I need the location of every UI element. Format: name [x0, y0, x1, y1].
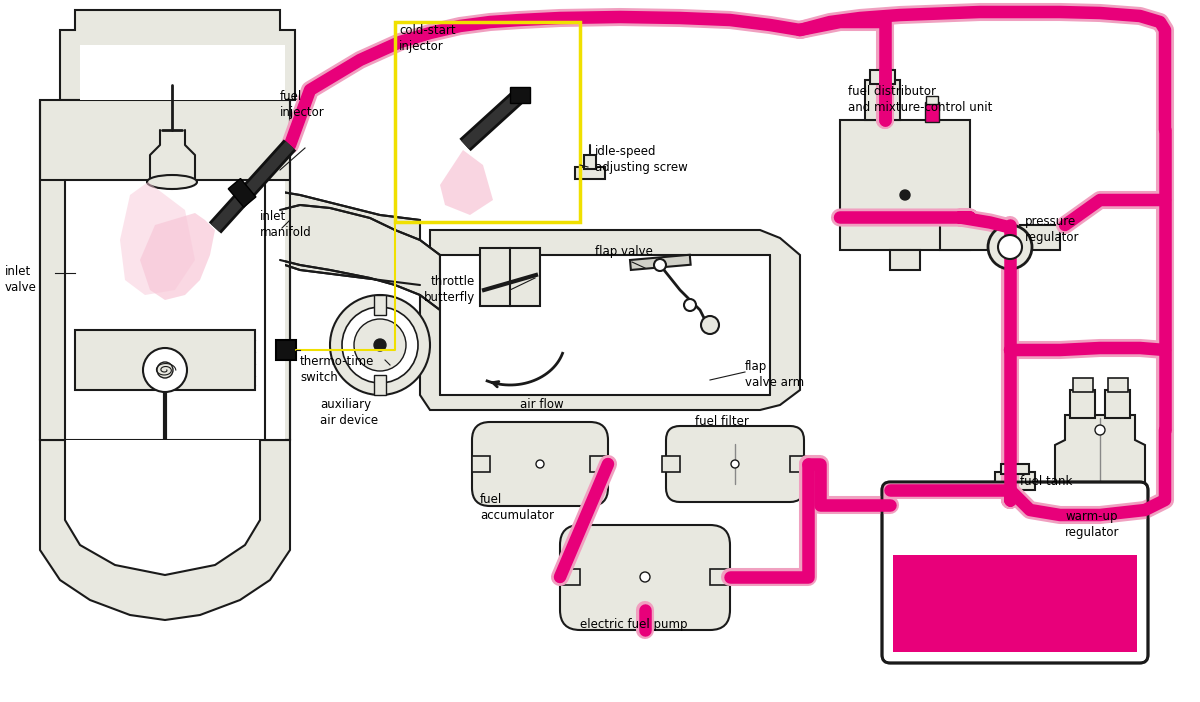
- Text: flap valve: flap valve: [595, 245, 653, 258]
- Bar: [560, 569, 580, 585]
- Polygon shape: [80, 45, 286, 100]
- Circle shape: [684, 299, 696, 311]
- Text: cold-start
injector: cold-start injector: [398, 24, 456, 53]
- Text: fuel
injector: fuel injector: [280, 90, 325, 119]
- Text: inlet
manifold: inlet manifold: [260, 210, 312, 239]
- Polygon shape: [65, 180, 286, 440]
- Text: idle-speed
adjusting screw: idle-speed adjusting screw: [595, 145, 688, 174]
- Bar: [995, 472, 1034, 490]
- Text: fuel distributor
and mixture-control unit: fuel distributor and mixture-control uni…: [848, 85, 992, 114]
- Polygon shape: [40, 100, 290, 440]
- Bar: [374, 295, 386, 315]
- Bar: [865, 80, 900, 120]
- Bar: [276, 340, 296, 360]
- Bar: [926, 96, 938, 104]
- Circle shape: [374, 339, 386, 351]
- Bar: [1105, 390, 1130, 418]
- Polygon shape: [65, 440, 260, 575]
- FancyBboxPatch shape: [472, 422, 608, 506]
- Text: fuel tank: fuel tank: [1020, 475, 1073, 488]
- Polygon shape: [40, 180, 65, 440]
- Bar: [940, 225, 1060, 250]
- Bar: [395, 22, 580, 222]
- Text: electric fuel pump: electric fuel pump: [580, 618, 688, 631]
- Polygon shape: [74, 330, 256, 390]
- Circle shape: [701, 316, 719, 334]
- Polygon shape: [840, 120, 970, 250]
- Text: warm-up
regulator: warm-up regulator: [1066, 510, 1120, 539]
- Polygon shape: [60, 10, 295, 100]
- Polygon shape: [140, 213, 215, 300]
- Text: fuel filter: fuel filter: [695, 415, 749, 428]
- Text: throttle
butterfly: throttle butterfly: [424, 275, 475, 304]
- Bar: [790, 456, 808, 472]
- Circle shape: [731, 460, 739, 468]
- Bar: [510, 87, 530, 103]
- Bar: [1073, 378, 1093, 392]
- Circle shape: [640, 572, 650, 582]
- Bar: [630, 255, 691, 270]
- Ellipse shape: [148, 175, 197, 189]
- Polygon shape: [120, 182, 194, 295]
- Text: air flow: air flow: [520, 398, 564, 411]
- Circle shape: [354, 319, 406, 371]
- Circle shape: [342, 307, 418, 383]
- Polygon shape: [1055, 415, 1145, 500]
- Text: fuel
accumulator: fuel accumulator: [480, 493, 554, 522]
- Bar: [480, 248, 540, 306]
- Circle shape: [654, 259, 666, 271]
- FancyBboxPatch shape: [560, 525, 730, 630]
- Bar: [590, 456, 608, 472]
- Text: auxiliary
air device: auxiliary air device: [320, 398, 378, 427]
- Circle shape: [988, 225, 1032, 269]
- Bar: [710, 569, 730, 585]
- Bar: [662, 456, 680, 472]
- Circle shape: [998, 235, 1022, 259]
- Polygon shape: [420, 230, 800, 410]
- Circle shape: [330, 295, 430, 395]
- FancyBboxPatch shape: [666, 426, 804, 502]
- Bar: [890, 250, 920, 270]
- Bar: [472, 456, 490, 472]
- Polygon shape: [440, 150, 493, 215]
- Bar: [228, 178, 256, 207]
- Circle shape: [536, 460, 544, 468]
- Polygon shape: [280, 205, 440, 310]
- Polygon shape: [220, 190, 420, 285]
- Circle shape: [900, 190, 910, 200]
- Bar: [1108, 378, 1128, 392]
- Circle shape: [1096, 425, 1105, 435]
- Bar: [1001, 464, 1030, 474]
- Circle shape: [143, 348, 187, 392]
- Bar: [893, 555, 1138, 652]
- Bar: [575, 167, 605, 179]
- Text: inlet
valve: inlet valve: [5, 265, 37, 294]
- Circle shape: [157, 362, 173, 378]
- Bar: [374, 375, 386, 395]
- Text: thermo-time
switch: thermo-time switch: [300, 355, 374, 384]
- FancyBboxPatch shape: [882, 482, 1148, 663]
- Bar: [870, 70, 895, 84]
- Bar: [584, 155, 596, 169]
- Bar: [1070, 390, 1096, 418]
- Text: flap
valve arm: flap valve arm: [745, 360, 804, 389]
- Polygon shape: [40, 440, 290, 620]
- Polygon shape: [440, 255, 770, 395]
- Text: pressure
regulator: pressure regulator: [1025, 215, 1080, 244]
- Bar: [925, 102, 940, 122]
